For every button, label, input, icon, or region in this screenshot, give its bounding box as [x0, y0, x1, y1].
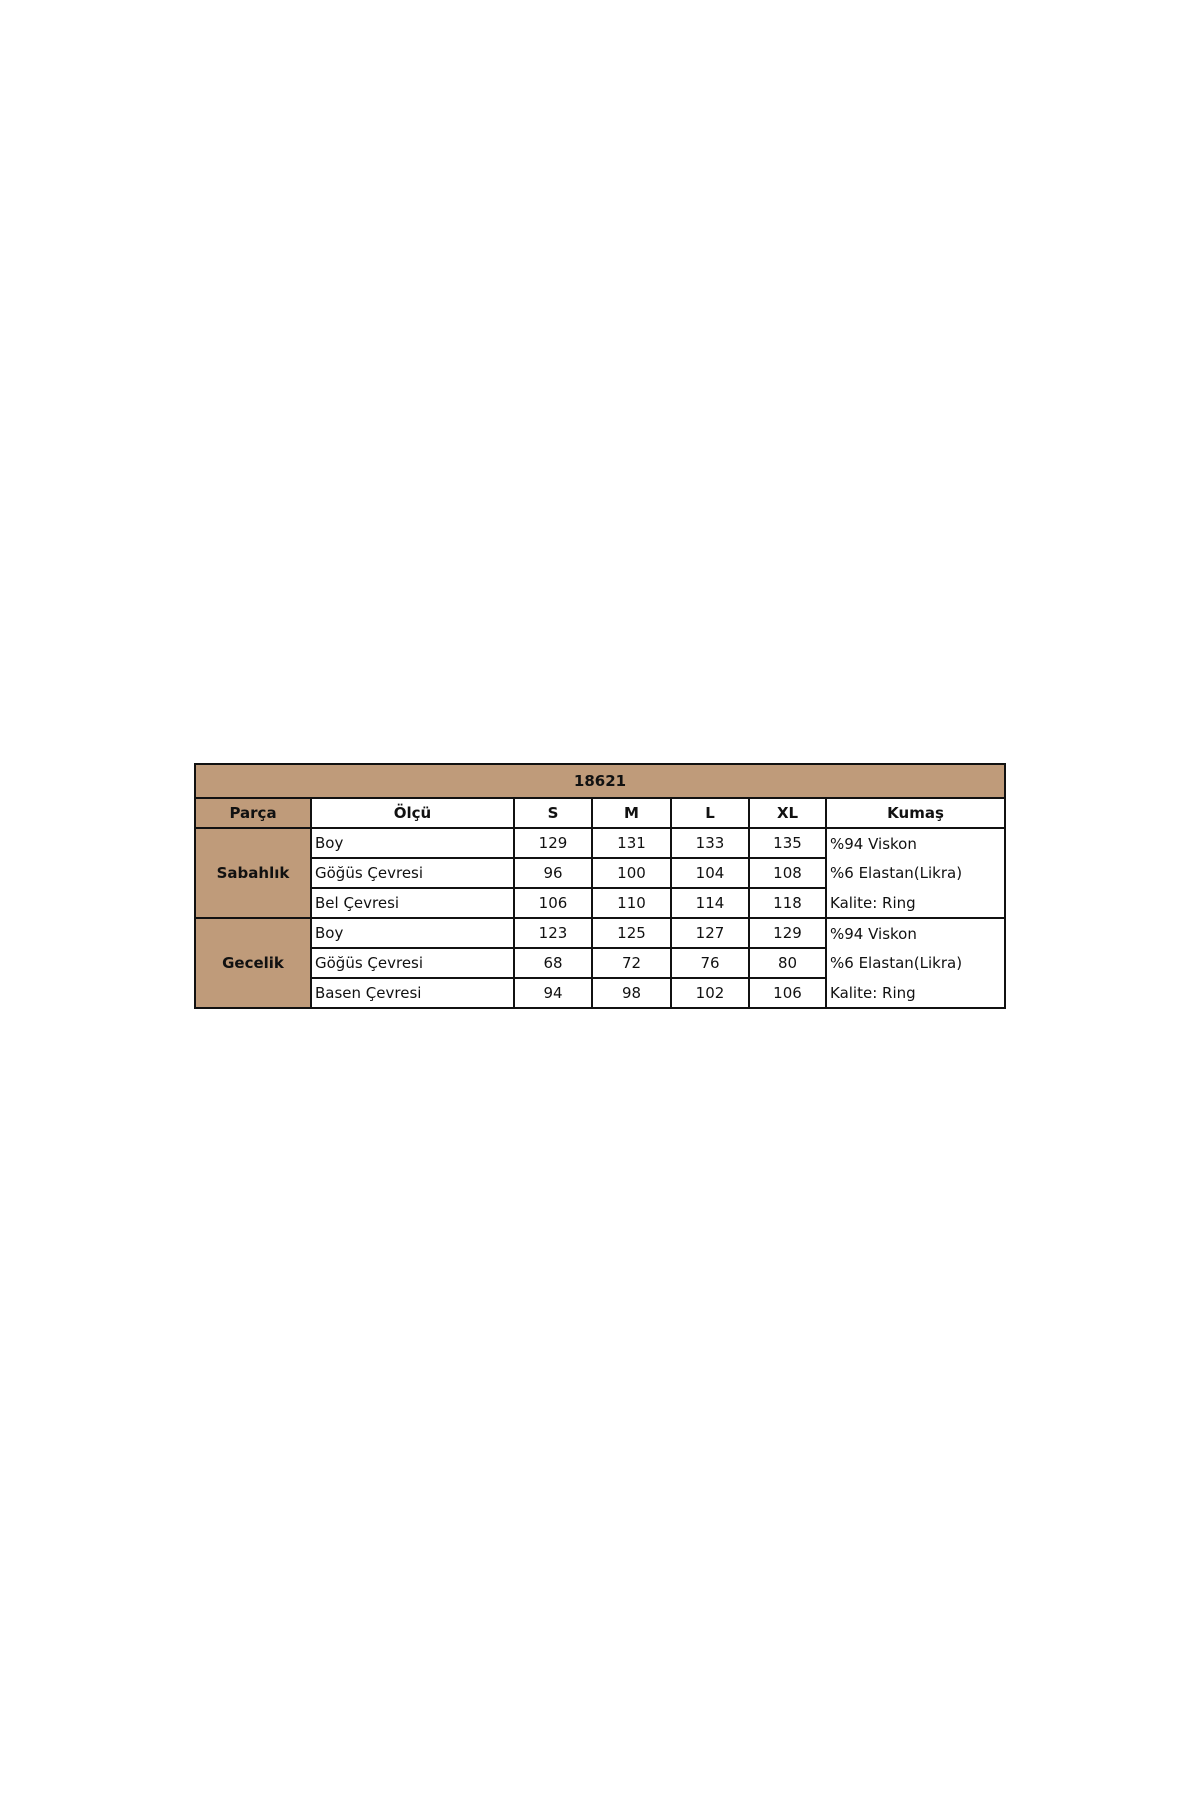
- size-value-cell: 135: [748, 827, 827, 859]
- header-l: L: [670, 797, 750, 829]
- size-value-cell: 108: [748, 857, 827, 889]
- measure-cell: Bel Çevresi: [310, 887, 515, 919]
- header-xl: XL: [748, 797, 827, 829]
- size-value-cell: 129: [748, 917, 827, 949]
- measure-cell: Basen Çevresi: [310, 977, 515, 1009]
- size-value-cell: 114: [670, 887, 750, 919]
- size-value-cell: 72: [591, 947, 672, 979]
- size-value-cell: 127: [670, 917, 750, 949]
- part-cell: Sabahlık: [194, 827, 312, 919]
- size-value-cell: 133: [670, 827, 750, 859]
- header-s: S: [513, 797, 593, 829]
- part-cell: Gecelik: [194, 917, 312, 1009]
- table-row: Göğüs Çevresi 96 100 104 108 %6 Elastan(Likra…: [195, 857, 1007, 889]
- table-row: Göğüs Çevresi 68 72 76 80 %6 Elastan(Likra): [195, 947, 1007, 979]
- size-value-cell: 125: [591, 917, 672, 949]
- size-value-cell: 80: [748, 947, 827, 979]
- size-value-cell: 129: [513, 827, 593, 859]
- size-value-cell: 76: [670, 947, 750, 979]
- measure-cell: Boy: [310, 827, 515, 859]
- size-value-cell: 110: [591, 887, 672, 919]
- size-value-cell: 104: [670, 857, 750, 889]
- fabric-cell: %94 Viskon: [824, 917, 1007, 948]
- measure-cell: Göğüs Çevresi: [310, 947, 515, 979]
- size-value-cell: 106: [748, 977, 827, 1009]
- fabric-cell: Kalite: Ring: [824, 978, 1007, 1009]
- size-value-cell: 106: [513, 887, 593, 919]
- size-value-cell: 131: [591, 827, 672, 859]
- size-value-cell: 102: [670, 977, 750, 1009]
- fabric-cell: %6 Elastan(Likra): [824, 948, 1007, 978]
- table-row: Gecelik Boy 123 125 127 129 %94 Viskon: [194, 917, 1007, 1009]
- size-value-cell: 118: [748, 887, 827, 919]
- header-row: Parça Ölçü S M L XL Kumaş: [194, 797, 1007, 829]
- size-value-cell: 98: [591, 977, 672, 1009]
- size-value-cell: 123: [513, 917, 593, 949]
- table-row: Sabahlık Boy 129 131 133 135 %94 Viskon: [194, 827, 1007, 919]
- header-m: M: [591, 797, 672, 829]
- table-title: 18621: [193, 763, 1007, 799]
- header-fabric: Kumaş: [824, 797, 1007, 829]
- fabric-cell: %6 Elastan(Likra): [824, 858, 1007, 888]
- size-chart-table: 18621 Parça Ölçü S M L XL Kumaş Sabahlık…: [193, 763, 1007, 1009]
- header-measure: Ölçü: [310, 797, 515, 829]
- table-row: Basen Çevresi 94 98 102 106 Kalite: Ring: [195, 977, 1007, 1009]
- table-row: Bel Çevresi 106 110 114 118 Kalite: Ring: [195, 887, 1007, 919]
- size-value-cell: 94: [513, 977, 593, 1009]
- size-value-cell: 96: [513, 857, 593, 889]
- fabric-cell: %94 Viskon: [824, 827, 1007, 858]
- measure-cell: Göğüs Çevresi: [310, 857, 515, 889]
- measure-cell: Boy: [310, 917, 515, 949]
- fabric-cell: Kalite: Ring: [824, 888, 1007, 919]
- title-row: 18621: [193, 763, 1007, 799]
- size-value-cell: 100: [591, 857, 672, 889]
- header-part: Parça: [194, 797, 312, 829]
- size-value-cell: 68: [513, 947, 593, 979]
